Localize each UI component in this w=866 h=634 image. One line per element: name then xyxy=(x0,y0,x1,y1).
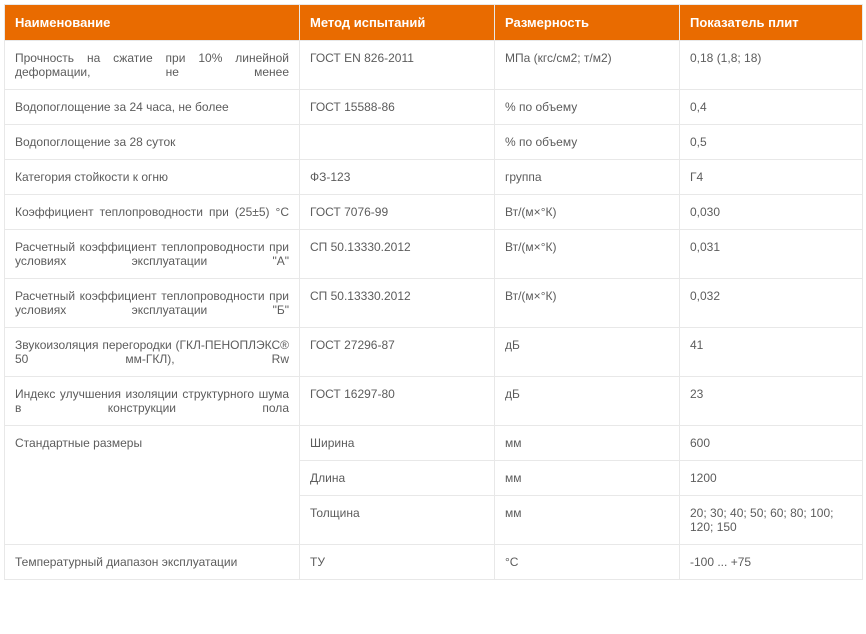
table-row: Расчетный коэффициент теплопроводности п… xyxy=(5,230,863,279)
table-header-row: Наименование Метод испытаний Размерность… xyxy=(5,5,863,41)
table-cell: Длина xyxy=(300,461,495,496)
table-cell: СП 50.13330.2012 xyxy=(300,230,495,279)
table-row-size: Длинамм1200 xyxy=(5,461,863,496)
table-body: Прочность на сжатие при 10% линейной деф… xyxy=(5,41,863,580)
spec-table: Наименование Метод испытаний Размерность… xyxy=(4,4,863,580)
table-cell: Толщина xyxy=(300,496,495,545)
table-row-size: Стандартные размерыШиринамм600 xyxy=(5,426,863,461)
table-cell: 0,032 xyxy=(680,279,863,328)
table-cell: Коэффициент теплопроводности при (25±5) … xyxy=(5,195,300,230)
table-cell: % по объему xyxy=(495,125,680,160)
table-cell: ГОСТ 7076-99 xyxy=(300,195,495,230)
table-cell: 1200 xyxy=(680,461,863,496)
table-cell: ТУ xyxy=(300,545,495,580)
col-header-name: Наименование xyxy=(5,5,300,41)
table-cell: МПа (кгс/см2; т/м2) xyxy=(495,41,680,90)
table-cell: мм xyxy=(495,426,680,461)
table-cell: 23 xyxy=(680,377,863,426)
table-cell: Расчетный коэффициент теплопроводности п… xyxy=(5,279,300,328)
table-cell: дБ xyxy=(495,328,680,377)
table-cell: СП 50.13330.2012 xyxy=(300,279,495,328)
table-cell: °С xyxy=(495,545,680,580)
table-cell: Вт/(м×°К) xyxy=(495,279,680,328)
table-cell: 0,031 xyxy=(680,230,863,279)
table-cell: 600 xyxy=(680,426,863,461)
table-cell: 41 xyxy=(680,328,863,377)
table-row: Звукоизоляция перегородки (ГКЛ-ПЕНОПЛЭКС… xyxy=(5,328,863,377)
table-cell: Стандартные размеры xyxy=(5,426,300,461)
table-cell: 0,5 xyxy=(680,125,863,160)
table-cell: 0,4 xyxy=(680,90,863,125)
table-cell: Ширина xyxy=(300,426,495,461)
table-cell: 0,18 (1,8; 18) xyxy=(680,41,863,90)
table-row: Водопоглощение за 28 суток % по объему0,5 xyxy=(5,125,863,160)
col-header-method: Метод испытаний xyxy=(300,5,495,41)
table-row-size: Толщинамм20; 30; 40; 50; 60; 80; 100; 12… xyxy=(5,496,863,545)
table-cell: мм xyxy=(495,461,680,496)
table-cell: ГОСТ 27296-87 xyxy=(300,328,495,377)
table-cell: Вт/(м×°К) xyxy=(495,195,680,230)
table-cell: Вт/(м×°К) xyxy=(495,230,680,279)
table-row: Категория стойкости к огнюФЗ-123группаГ4 xyxy=(5,160,863,195)
table-row: Температурный диапазон эксплуатацииТУ°С-… xyxy=(5,545,863,580)
table-cell: Звукоизоляция перегородки (ГКЛ-ПЕНОПЛЭКС… xyxy=(5,328,300,377)
table-cell xyxy=(300,125,495,160)
table-cell: -100 ... +75 xyxy=(680,545,863,580)
table-row: Прочность на сжатие при 10% линейной деф… xyxy=(5,41,863,90)
table-cell: Индекс улучшения изоляции структурного ш… xyxy=(5,377,300,426)
table-cell: ГОСТ EN 826-2011 xyxy=(300,41,495,90)
table-cell: 0,030 xyxy=(680,195,863,230)
table-cell xyxy=(5,461,300,496)
table-cell: Расчетный коэффициент теплопроводности п… xyxy=(5,230,300,279)
table-cell: группа xyxy=(495,160,680,195)
table-cell: Температурный диапазон эксплуатации xyxy=(5,545,300,580)
table-cell xyxy=(5,496,300,545)
table-row: Индекс улучшения изоляции структурного ш… xyxy=(5,377,863,426)
table-cell: Категория стойкости к огню xyxy=(5,160,300,195)
table-cell: Водопоглощение за 24 часа, не более xyxy=(5,90,300,125)
table-row: Коэффициент теплопроводности при (25±5) … xyxy=(5,195,863,230)
col-header-unit: Размерность xyxy=(495,5,680,41)
table-cell: ФЗ-123 xyxy=(300,160,495,195)
col-header-value: Показатель плит xyxy=(680,5,863,41)
table-cell: % по объему xyxy=(495,90,680,125)
table-cell: мм xyxy=(495,496,680,545)
table-cell: ГОСТ 16297-80 xyxy=(300,377,495,426)
table-cell: Прочность на сжатие при 10% линейной деф… xyxy=(5,41,300,90)
table-cell: Водопоглощение за 28 суток xyxy=(5,125,300,160)
table-cell: ГОСТ 15588-86 xyxy=(300,90,495,125)
table-cell: Г4 xyxy=(680,160,863,195)
table-cell: 20; 30; 40; 50; 60; 80; 100; 120; 150 xyxy=(680,496,863,545)
table-row: Расчетный коэффициент теплопроводности п… xyxy=(5,279,863,328)
table-row: Водопоглощение за 24 часа, не болееГОСТ … xyxy=(5,90,863,125)
table-cell: дБ xyxy=(495,377,680,426)
